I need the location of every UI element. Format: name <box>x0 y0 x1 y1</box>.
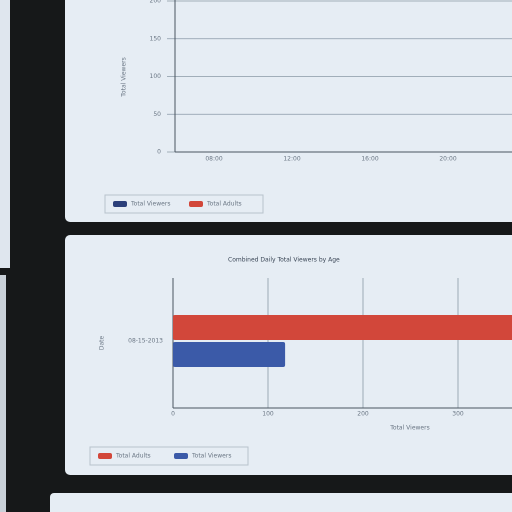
y-tick-label: 50 <box>153 111 161 118</box>
y-axis-label: Date <box>99 336 106 351</box>
y-tick-label: 0 <box>157 149 161 156</box>
x-tick-label: 20:00 <box>439 156 456 163</box>
y-tick-label: 200 <box>150 0 162 5</box>
bar <box>173 342 286 367</box>
legend-box <box>89 446 249 466</box>
panel <box>65 0 512 222</box>
legend-label: Total Viewers <box>191 453 231 460</box>
x-tick-label: 16:00 <box>361 156 378 163</box>
legend-swatch <box>98 453 112 459</box>
legend-swatch <box>113 201 127 207</box>
y-tick-label: 100 <box>150 73 162 80</box>
x-axis-label: Total Viewers <box>389 425 429 432</box>
x-tick-label: 200 <box>357 411 369 418</box>
x-tick-label: 300 <box>452 411 464 418</box>
x-tick-label: 0 <box>171 411 175 418</box>
x-tick-label: 100 <box>262 411 274 418</box>
y-axis-label: Total Viewers <box>121 57 128 97</box>
legend-swatch <box>189 201 203 207</box>
chart-title: Combined Daily Total Viewers by Age <box>228 257 340 264</box>
bar <box>173 315 512 340</box>
panel <box>50 493 512 512</box>
x-tick-label: 08:00 <box>205 156 222 163</box>
legend-label: Total Adults <box>206 201 242 208</box>
legend-box <box>104 194 264 214</box>
legend-swatch <box>174 453 188 459</box>
y-tick-label: 150 <box>150 35 162 42</box>
legend-label: Total Viewers <box>130 201 170 208</box>
side-panel <box>0 0 10 268</box>
side-panel <box>0 275 6 512</box>
x-tick-label: 12:00 <box>283 156 300 163</box>
y-tick-label: 08-15-2013 <box>128 338 163 345</box>
panel <box>65 235 512 475</box>
legend-label: Total Adults <box>115 453 151 460</box>
